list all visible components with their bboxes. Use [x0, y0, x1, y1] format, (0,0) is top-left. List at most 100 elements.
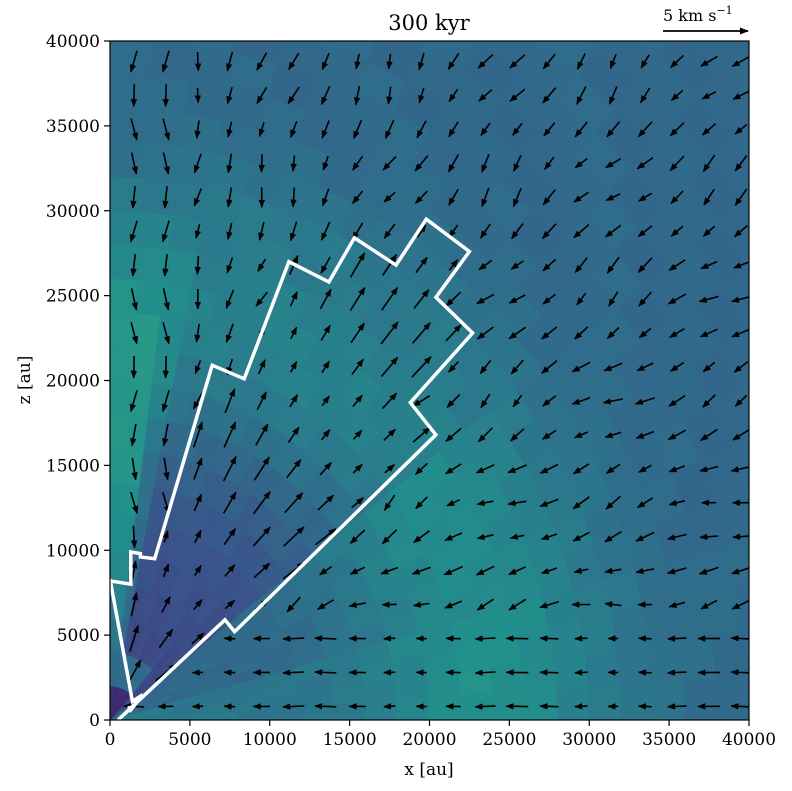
- velocity-arrow: [668, 465, 686, 473]
- x-tick-label: 25000: [482, 730, 536, 750]
- velocity-arrow: [733, 224, 749, 238]
- velocity-arrow: [602, 398, 624, 405]
- velocity-arrow: [733, 361, 749, 373]
- velocity-arrow: [574, 326, 589, 340]
- heatmap-cell: [619, 681, 654, 720]
- velocity-arrow: [315, 528, 337, 546]
- heatmap-cell: [679, 635, 717, 681]
- outflow-boundary: [110, 216, 476, 720]
- velocity-arrow: [444, 532, 463, 542]
- velocity-arrow: [223, 669, 236, 676]
- velocity-arrow: [512, 122, 523, 136]
- velocity-arrow: [667, 703, 687, 710]
- velocity-arrow: [604, 224, 622, 238]
- velocity-arrow: [540, 567, 558, 575]
- velocity-arrow: [508, 294, 526, 304]
- velocity-arrow: [314, 635, 337, 642]
- velocity-arrow: [193, 493, 203, 512]
- velocity-arrow: [670, 54, 685, 68]
- velocity-arrow: [289, 221, 298, 242]
- x-tick-label: 30000: [562, 730, 616, 750]
- velocity-arrow: [668, 499, 686, 506]
- plot-area: [110, 0, 792, 720]
- velocity-arrow: [258, 122, 265, 138]
- heatmap-cell: [611, 607, 649, 650]
- velocity-arrow: [481, 154, 490, 173]
- velocity-arrow: [282, 526, 305, 547]
- velocity-arrow: [158, 628, 174, 649]
- heatmap-cell: [509, 0, 571, 14]
- velocity-arrow: [256, 52, 268, 71]
- velocity-arrow: [510, 428, 525, 442]
- velocity-arrow: [162, 152, 170, 175]
- heatmap-cell: [759, 93, 792, 162]
- velocity-arrow: [479, 223, 491, 239]
- velocity-arrow: [539, 498, 559, 508]
- heatmap-cell: [110, 108, 148, 145]
- velocity-arrow: [513, 154, 522, 172]
- velocity-arrow: [193, 153, 202, 174]
- velocity-arrow: [382, 253, 398, 276]
- velocity-arrow: [576, 53, 586, 70]
- velocity-arrow: [574, 121, 588, 138]
- velocity-arrow: [383, 703, 396, 710]
- density-heatmap: [110, 0, 792, 720]
- velocity-arrow: [511, 223, 524, 240]
- velocity-arrow: [539, 669, 559, 676]
- velocity-arrow: [637, 635, 652, 642]
- y-axis: 0 5000 10000 15000 20000 25000 30000 35000 40000: [46, 32, 110, 731]
- velocity-arrow: [289, 291, 298, 307]
- velocity-arrow: [508, 326, 527, 340]
- velocity-arrow: [320, 221, 331, 241]
- velocity-arrow: [130, 118, 139, 141]
- velocity-arrow: [699, 533, 719, 541]
- velocity-arrow: [386, 86, 393, 105]
- velocity-arrow: [734, 188, 748, 206]
- x-tick-label: 35000: [642, 730, 696, 750]
- velocity-arrow: [162, 288, 170, 311]
- velocity-arrow: [222, 455, 237, 482]
- velocity-arrow: [512, 187, 522, 208]
- velocity-arrow: [414, 462, 429, 475]
- heatmap-cell: [110, 346, 134, 382]
- heatmap-cell: [110, 210, 142, 247]
- velocity-arrow: [669, 361, 685, 372]
- velocity-arrow: [415, 190, 428, 204]
- heatmap-cell: [768, 574, 792, 627]
- velocity-arrow: [544, 156, 555, 171]
- heatmap-cell: [198, 0, 248, 21]
- velocity-arrow: [412, 322, 431, 344]
- heatmap-cell: [588, 41, 601, 48]
- velocity-arrow: [571, 361, 591, 373]
- velocity-arrow: [348, 601, 366, 608]
- velocity-arrow: [223, 635, 236, 642]
- velocity-arrow: [447, 154, 460, 173]
- velocity-arrow: [573, 223, 590, 239]
- velocity-arrow: [573, 191, 589, 203]
- velocity-arrow: [542, 395, 557, 407]
- velocity-arrow: [321, 52, 330, 71]
- velocity-arrow: [226, 222, 233, 240]
- velocity-arrow: [574, 257, 588, 274]
- velocity-arrow: [257, 258, 267, 272]
- heatmap-cell: [774, 230, 792, 296]
- x-tick-label: 0: [105, 730, 116, 750]
- velocity-arrow: [475, 464, 495, 474]
- velocity-arrow: [476, 598, 494, 611]
- velocity-arrow: [474, 635, 496, 642]
- velocity-arrow: [383, 669, 396, 676]
- velocity-arrow: [162, 186, 169, 209]
- velocity-arrow: [256, 86, 268, 105]
- heatmap-cell: [524, 688, 558, 720]
- velocity-arrow: [571, 397, 591, 405]
- velocity-arrow: [224, 599, 235, 610]
- velocity-arrow: [194, 360, 202, 375]
- velocity-arrow: [412, 601, 430, 608]
- velocity-arrow: [413, 289, 430, 309]
- velocity-arrow: [698, 566, 719, 575]
- velocity-arrow: [130, 322, 139, 345]
- velocity-arrow: [609, 54, 617, 70]
- quiver-key: 5 km s−1: [663, 4, 749, 35]
- velocity-arrow: [414, 155, 429, 172]
